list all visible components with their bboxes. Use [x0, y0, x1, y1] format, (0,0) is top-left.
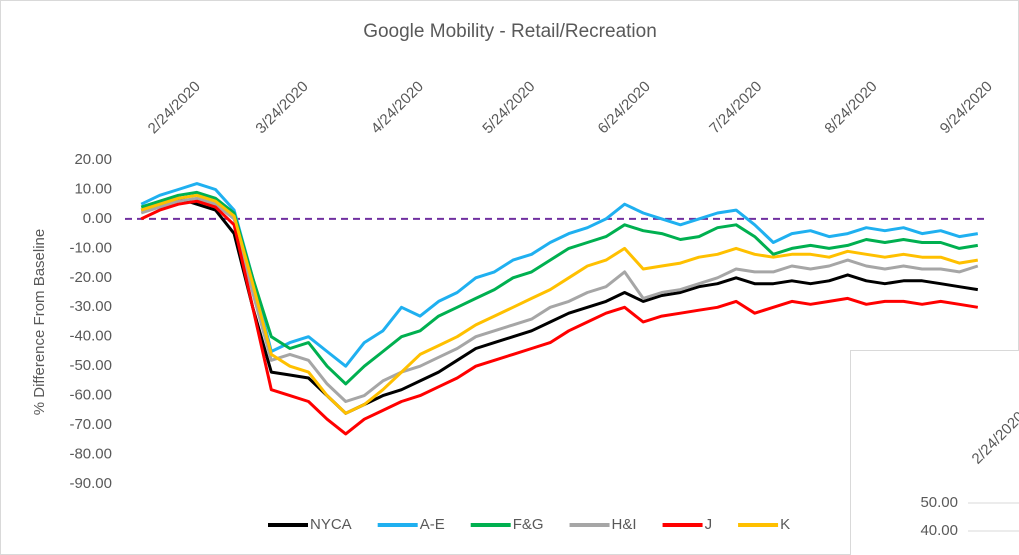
legend-label: J [705, 516, 713, 533]
legend-label: H&I [612, 516, 637, 533]
y-tick-label: 20.00 [74, 151, 112, 168]
series-line [140, 199, 979, 436]
y-tick-label: -70.00 [69, 416, 112, 433]
y-tick-label: -10.00 [69, 239, 112, 256]
y-tick-label: -20.00 [69, 269, 112, 286]
y-tick-label: 10.00 [74, 180, 112, 197]
legend-label: K [780, 516, 790, 533]
series-line [140, 196, 979, 415]
y-tick-label: -60.00 [69, 387, 112, 404]
y-tick-label: 0.00 [83, 210, 112, 227]
y-tick-label: -80.00 [69, 446, 112, 463]
legend-label: NYCA [310, 516, 352, 533]
y-tick-label: 50.00 [920, 494, 958, 511]
y-tick-label: -40.00 [69, 328, 112, 345]
series-line [140, 190, 979, 386]
series-line [140, 196, 979, 403]
series-line [140, 193, 979, 415]
inset-chart-frame [850, 350, 1019, 555]
y-tick-label: -30.00 [69, 298, 112, 315]
legend-label: A-E [420, 516, 445, 533]
y-axis-label: % Difference From Baseline [31, 229, 48, 415]
series-line [140, 182, 979, 368]
legend-label: F&G [513, 516, 544, 533]
y-tick-label: 40.00 [920, 522, 958, 539]
y-tick-label: -90.00 [69, 475, 112, 492]
chart-title: Google Mobility - Retail/Recreation [363, 21, 657, 42]
y-tick-label: -50.00 [69, 357, 112, 374]
